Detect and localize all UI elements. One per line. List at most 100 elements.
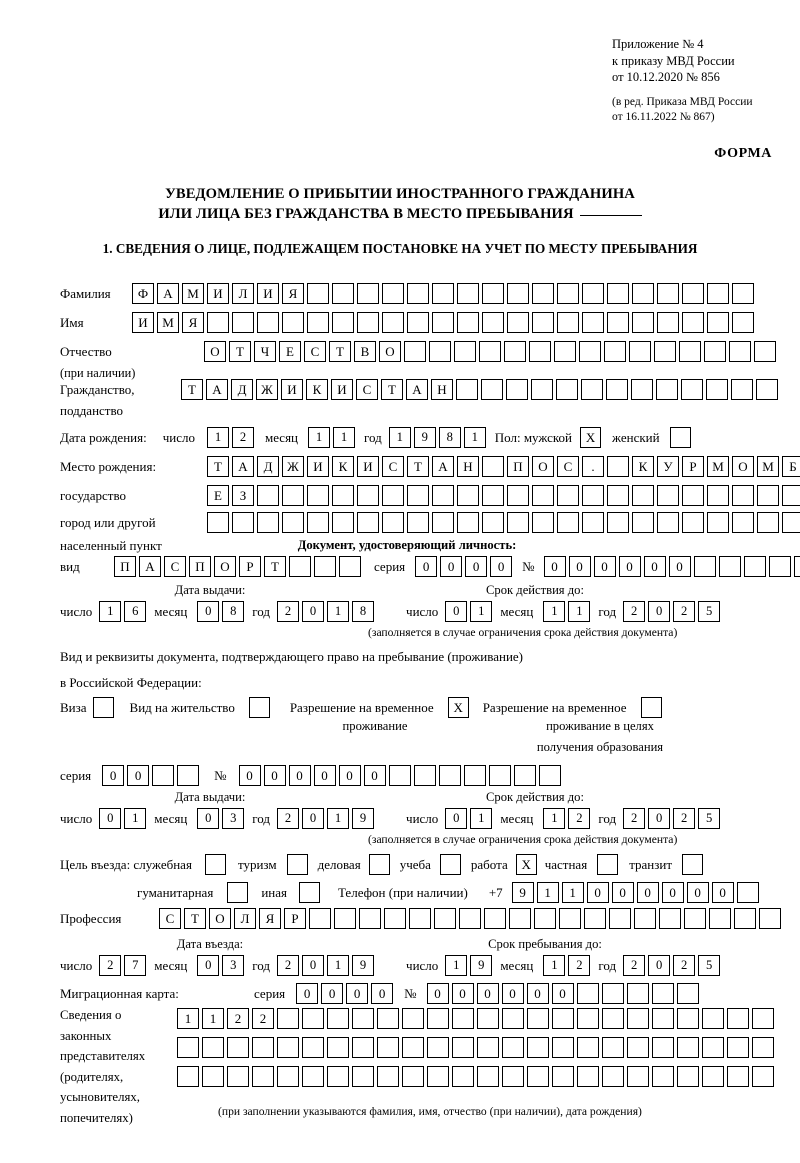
date-digit-cell[interactable]: 3 xyxy=(222,955,245,976)
grid-cell[interactable]: А xyxy=(232,456,254,477)
grid-cell[interactable] xyxy=(684,908,706,929)
grid-cell[interactable] xyxy=(407,283,429,304)
grid-cell[interactable] xyxy=(682,512,704,533)
date-digit-cell[interactable]: 1 xyxy=(470,601,493,622)
grid-cell[interactable] xyxy=(352,1037,374,1058)
grid-cell[interactable]: 0 xyxy=(288,765,311,786)
grid-cell[interactable] xyxy=(743,556,766,577)
grid-cell[interactable] xyxy=(277,1066,299,1087)
grid-cell[interactable] xyxy=(502,1066,524,1087)
grid-cell[interactable] xyxy=(793,556,800,577)
grid-cell[interactable]: Е xyxy=(279,341,301,362)
purpose-study-checkbox[interactable] xyxy=(439,854,461,875)
residence-permit-checkbox[interactable] xyxy=(248,697,270,718)
grid-cell[interactable] xyxy=(352,1066,374,1087)
grid-cell[interactable]: О xyxy=(532,456,554,477)
date-digit-cell[interactable]: 5 xyxy=(698,601,721,622)
grid-cell[interactable] xyxy=(202,1066,224,1087)
grid-cell[interactable] xyxy=(756,379,778,400)
purpose-work-checkbox[interactable]: X xyxy=(515,854,537,875)
grid-cell[interactable]: О xyxy=(379,341,401,362)
date-digit-cell[interactable]: 1 xyxy=(568,601,591,622)
purpose-transit-checkbox[interactable] xyxy=(682,854,704,875)
date-digit-cell[interactable]: 0 xyxy=(197,955,220,976)
grid-cell[interactable] xyxy=(477,1066,499,1087)
grid-cell[interactable] xyxy=(682,312,704,333)
grid-cell[interactable] xyxy=(582,312,604,333)
grid-cell[interactable]: М xyxy=(757,456,779,477)
grid-cell[interactable] xyxy=(427,1037,449,1058)
grid-cell[interactable] xyxy=(706,379,728,400)
grid-cell[interactable] xyxy=(307,512,329,533)
grid-cell[interactable]: 0 xyxy=(568,556,591,577)
grid-cell[interactable]: А xyxy=(157,283,179,304)
grid-cell[interactable]: 0 xyxy=(611,882,634,903)
grid-cell[interactable] xyxy=(388,765,411,786)
grid-cell[interactable] xyxy=(652,1008,674,1029)
grid-cell[interactable]: 0 xyxy=(501,983,524,1004)
grid-cell[interactable] xyxy=(752,1066,774,1087)
grid-cell[interactable]: С xyxy=(356,379,378,400)
grid-cell[interactable] xyxy=(357,312,379,333)
grid-cell[interactable]: С xyxy=(557,456,579,477)
date-digit-cell[interactable]: 5 xyxy=(698,955,721,976)
grid-cell[interactable] xyxy=(677,1008,699,1029)
grid-cell[interactable] xyxy=(457,485,479,506)
date-digit-cell[interactable]: 9 xyxy=(470,955,493,976)
grid-cell[interactable] xyxy=(602,1037,624,1058)
grid-cell[interactable]: . xyxy=(582,456,604,477)
grid-cell[interactable] xyxy=(438,765,461,786)
grid-cell[interactable] xyxy=(709,908,731,929)
grid-cell[interactable] xyxy=(277,1037,299,1058)
grid-cell[interactable]: 1 xyxy=(536,882,559,903)
grid-cell[interactable] xyxy=(604,341,626,362)
date-digit-cell[interactable]: 9 xyxy=(352,955,375,976)
grid-cell[interactable] xyxy=(482,485,504,506)
grid-cell[interactable] xyxy=(506,379,528,400)
grid-cell[interactable] xyxy=(527,1037,549,1058)
grid-cell[interactable] xyxy=(534,908,556,929)
date-digit-cell[interactable]: 2 xyxy=(277,601,300,622)
grid-cell[interactable] xyxy=(459,908,481,929)
date-digit-cell[interactable]: 1 xyxy=(543,808,566,829)
grid-cell[interactable]: М xyxy=(157,312,179,333)
grid-cell[interactable] xyxy=(731,379,753,400)
grid-cell[interactable] xyxy=(282,485,304,506)
grid-cell[interactable]: 1 xyxy=(177,1008,199,1029)
grid-cell[interactable]: 0 xyxy=(440,556,463,577)
grid-cell[interactable]: Я xyxy=(282,283,304,304)
grid-cell[interactable]: 0 xyxy=(686,882,709,903)
purpose-private-checkbox[interactable] xyxy=(597,854,619,875)
date-digit-cell[interactable]: 5 xyxy=(698,808,721,829)
grid-cell[interactable] xyxy=(732,485,754,506)
grid-cell[interactable] xyxy=(357,512,379,533)
grid-cell[interactable] xyxy=(457,512,479,533)
grid-cell[interactable] xyxy=(627,1066,649,1087)
grid-cell[interactable]: Т xyxy=(184,908,206,929)
date-digit-cell[interactable]: 2 xyxy=(623,955,646,976)
grid-cell[interactable] xyxy=(177,1037,199,1058)
grid-cell[interactable] xyxy=(413,765,436,786)
grid-cell[interactable] xyxy=(177,1066,199,1087)
grid-cell[interactable]: 0 xyxy=(415,556,438,577)
grid-cell[interactable] xyxy=(177,765,200,786)
grid-cell[interactable] xyxy=(507,485,529,506)
grid-cell[interactable]: А xyxy=(139,556,161,577)
grid-cell[interactable] xyxy=(407,485,429,506)
grid-cell[interactable]: И xyxy=(331,379,353,400)
grid-cell[interactable] xyxy=(657,512,679,533)
date-digit-cell[interactable]: 8 xyxy=(438,427,461,448)
grid-cell[interactable] xyxy=(377,1037,399,1058)
grid-cell[interactable] xyxy=(257,312,279,333)
grid-cell[interactable] xyxy=(632,283,654,304)
grid-cell[interactable] xyxy=(402,1037,424,1058)
grid-cell[interactable]: О xyxy=(214,556,236,577)
grid-cell[interactable] xyxy=(532,512,554,533)
